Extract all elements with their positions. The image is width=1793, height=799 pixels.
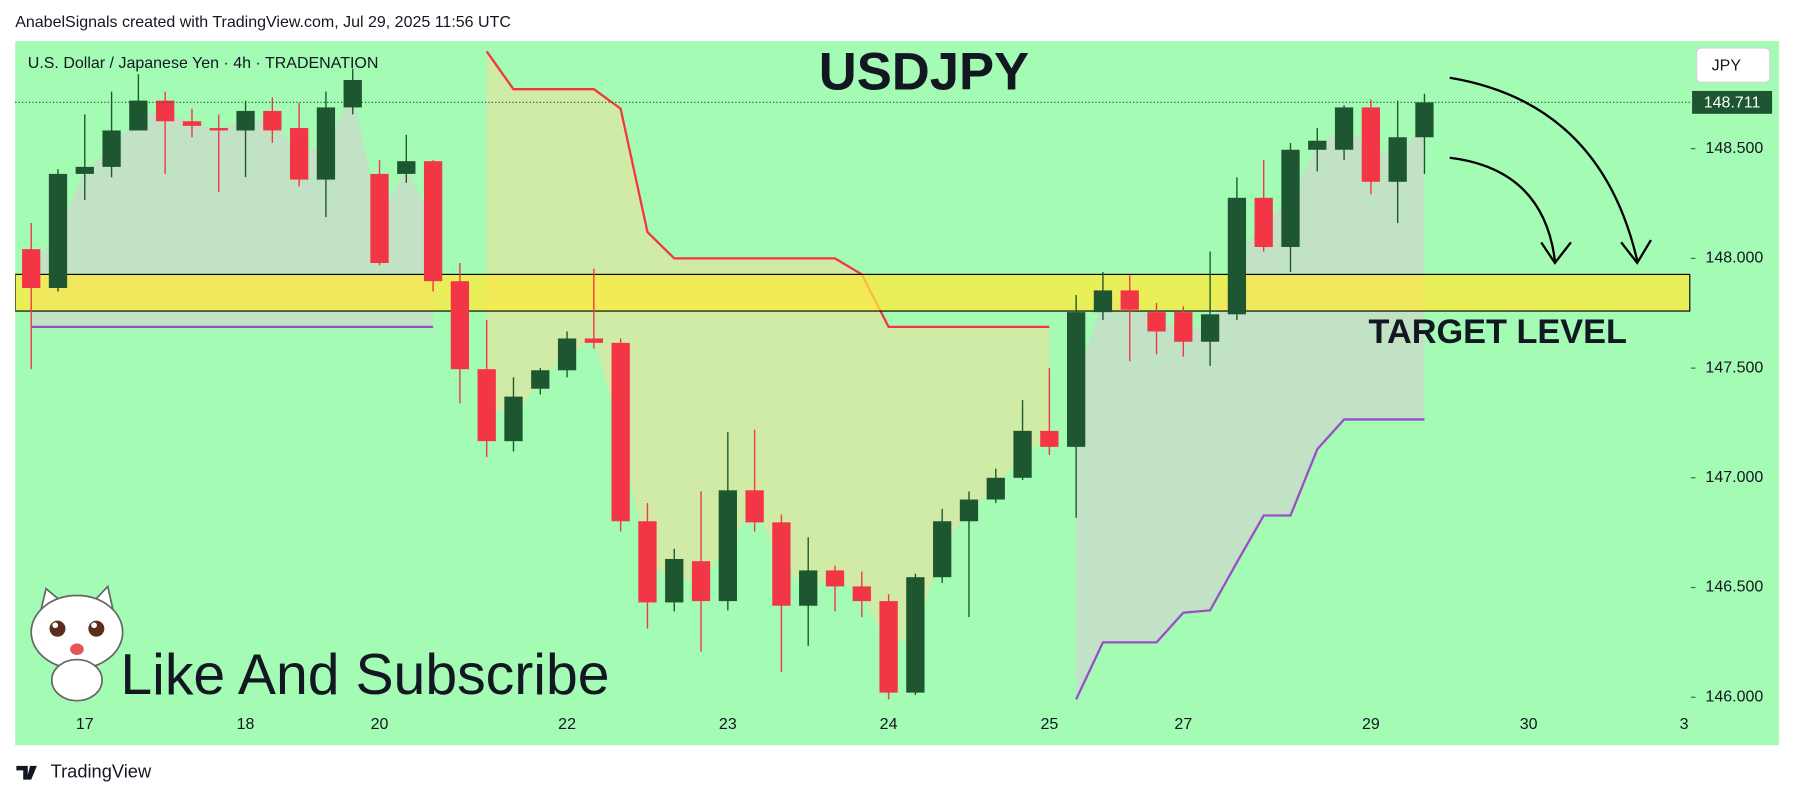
candle-body [1200, 314, 1220, 342]
x-tick-label: 30 [1520, 716, 1538, 733]
candle-body [906, 577, 925, 693]
candle-body [825, 570, 845, 587]
currency-box[interactable] [1696, 47, 1771, 83]
candle-body [1334, 107, 1354, 150]
candle-body [477, 369, 496, 442]
candle-body [799, 570, 818, 606]
candle-body [718, 490, 737, 602]
candle-body [316, 107, 336, 180]
cta: Like And Subscribe [120, 643, 609, 707]
candle-body [1308, 140, 1327, 150]
candle-body [1120, 290, 1139, 310]
candle-body [1147, 312, 1166, 332]
footer-logo [16, 765, 37, 780]
candle-body [638, 521, 657, 603]
x-tick-label: 24 [880, 716, 898, 733]
candle-body [959, 499, 979, 522]
candle-body [504, 396, 523, 442]
candle-body [209, 128, 228, 131]
header: AnabelSignals created with TradingView.c… [15, 14, 511, 31]
mascot [30, 584, 124, 702]
candle-body [263, 110, 282, 131]
footer: TradingView [51, 761, 152, 782]
arrow-head [1620, 239, 1652, 265]
candle-body [1227, 197, 1247, 315]
candle-body [156, 100, 175, 122]
currency[interactable]: JPY [1712, 58, 1742, 75]
candle-body [691, 561, 711, 602]
x-tick-label: 18 [237, 716, 255, 733]
candle-body [343, 79, 362, 108]
candle-body [852, 586, 871, 602]
symbol-info: U.S. Dollar / Japanese Yen · 4h · TRADEN… [28, 55, 379, 72]
indicator-fill [1076, 119, 1425, 700]
candle-body [129, 100, 148, 131]
target-zone [15, 273, 1691, 312]
candle-body [1174, 312, 1193, 342]
indicator-line [485, 50, 1050, 328]
candle-body [879, 601, 898, 693]
overlay: 146.000 146.500 147.000 147.500 148.000 148.5… [15, 90, 1773, 733]
candle-body [423, 161, 443, 282]
x-tick-label: 20 [371, 716, 389, 733]
candle-body [1281, 149, 1300, 247]
y-tick-label: 146.500 [1705, 579, 1763, 596]
candle-body [1040, 430, 1059, 447]
arrow [1449, 76, 1639, 261]
y-tick-label: 148.500 [1705, 140, 1763, 157]
y-tick-label: 146.000 [1705, 688, 1763, 705]
candle-body [450, 281, 470, 370]
candle-body [1361, 107, 1381, 182]
x-tick-label: 25 [1040, 716, 1058, 733]
arrow-head [1540, 241, 1572, 265]
candle-body [289, 128, 309, 180]
plot-area [15, 50, 1691, 700]
candle-body [22, 249, 41, 289]
candle-body [370, 173, 389, 263]
candle-body [1415, 102, 1434, 138]
candle-body [1388, 137, 1407, 182]
candle-body [182, 121, 202, 126]
x-tick-label: 23 [719, 716, 737, 733]
candle-body [397, 161, 416, 174]
candle-body [48, 173, 68, 289]
y-tick-label: 147.000 [1705, 469, 1763, 486]
candle-body [772, 522, 791, 606]
chart-title: USDJPY [819, 42, 1029, 101]
last-price-label: 148.711 [1704, 95, 1761, 112]
candle-body [665, 558, 684, 603]
candle-body [102, 130, 121, 167]
indicator-line [1075, 418, 1425, 700]
x-tick-label: 17 [76, 716, 94, 733]
candle-body [611, 342, 630, 522]
x-tick-label: 3 [1680, 716, 1689, 733]
last-price-box [1692, 90, 1773, 114]
indicator-fill [486, 51, 1050, 647]
x-tick-label: 29 [1362, 716, 1380, 733]
candle-body [557, 338, 577, 371]
candle-body [986, 477, 1005, 500]
y-tick-label: 147.500 [1705, 359, 1763, 376]
arrow [1449, 156, 1557, 261]
candle-body [531, 370, 550, 389]
x-tick-label: 22 [558, 716, 576, 733]
candle-body [745, 490, 764, 523]
candle-body [1013, 430, 1032, 478]
x-tick-label: 27 [1174, 716, 1192, 733]
target-label: TARGET LEVEL [1369, 313, 1627, 351]
candle-body [584, 338, 604, 343]
candle-body [236, 110, 255, 131]
y-tick-label: 148.000 [1705, 250, 1763, 267]
candle-body [1093, 290, 1113, 313]
candle-body [1254, 197, 1273, 247]
candle-body [933, 521, 952, 578]
candle-body [1066, 312, 1086, 447]
candle-body [75, 166, 94, 174]
